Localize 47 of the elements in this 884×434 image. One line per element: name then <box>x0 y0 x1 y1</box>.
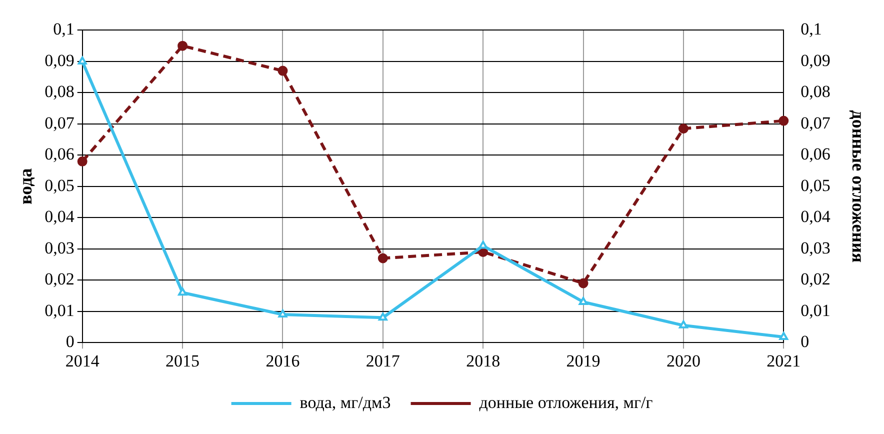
legend-label: вода, мг/дм3 <box>300 392 391 412</box>
point <box>278 66 288 76</box>
y2-tick-label: 0,1 <box>800 20 822 39</box>
y-tick-label: 0,09 <box>44 50 74 70</box>
x-tick-label: 2021 <box>766 351 801 370</box>
y2-tick-label: 0 <box>800 332 810 352</box>
point <box>278 309 288 318</box>
x-tick-label: 2020 <box>666 351 700 370</box>
y-tick-label: 0,05 <box>44 176 74 195</box>
point <box>578 296 588 305</box>
point <box>478 240 488 249</box>
y2-tick-label: 0,03 <box>800 238 830 258</box>
y-axis-title: вода <box>15 168 36 204</box>
point <box>679 320 688 328</box>
y-tick-label: 0,04 <box>44 207 75 226</box>
y2-tick-label: 0,01 <box>800 300 830 320</box>
y-tick-label: 0,1 <box>53 20 74 39</box>
y-tick-label: 0,02 <box>44 270 74 289</box>
point <box>678 124 688 134</box>
legend-label: донные отложения, мг/г <box>479 392 653 412</box>
point <box>578 278 588 288</box>
x-tick-label: 2018 <box>466 351 500 370</box>
point <box>378 312 388 321</box>
point <box>178 288 187 296</box>
point <box>77 156 88 166</box>
y2-tick-label: 0,06 <box>800 144 830 164</box>
y-tick-label: 0 <box>66 332 74 352</box>
x-tick-label: 2014 <box>65 351 100 370</box>
x-tick-label: 2016 <box>266 351 300 370</box>
y2-tick-label: 0,04 <box>800 207 831 226</box>
y-tick-label: 0,06 <box>44 144 74 164</box>
point <box>178 40 188 51</box>
y-tick-label: 0,01 <box>44 300 74 320</box>
x-tick-label: 2017 <box>366 351 400 370</box>
x-tick-label: 2019 <box>566 351 600 370</box>
point <box>378 253 388 264</box>
y2-tick-label: 0,09 <box>800 50 830 70</box>
y2-axis-title: донные отложения <box>848 110 869 263</box>
y2-tick-label: 0,08 <box>800 82 830 102</box>
y2-tick-label: 0,02 <box>800 270 830 289</box>
y-tick-label: 0,08 <box>44 82 74 102</box>
y-tick-label: 0,03 <box>44 238 74 258</box>
x-tick-label: 2015 <box>166 351 200 370</box>
y2-tick-label: 0,07 <box>800 113 831 132</box>
y2-tick-label: 0,05 <box>800 176 830 195</box>
y-tick-label: 0,07 <box>44 113 75 132</box>
point <box>778 116 789 126</box>
